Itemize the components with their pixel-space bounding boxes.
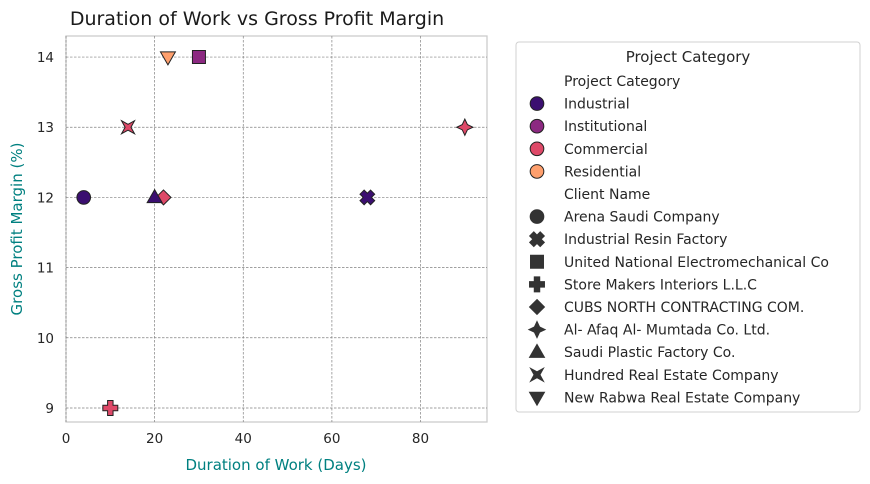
legend-marker bbox=[528, 298, 546, 316]
legend-label: Industrial Resin Factory bbox=[564, 232, 727, 248]
legend-section-header: Client Name bbox=[564, 187, 650, 203]
legend-label: United National Electromechanical Co bbox=[564, 255, 829, 271]
legend-marker bbox=[530, 254, 544, 269]
legend: Project Category Project Category Industr… bbox=[515, 41, 861, 413]
data-point bbox=[191, 50, 206, 65]
legend-box bbox=[515, 41, 861, 413]
y-tick-label: 10 bbox=[37, 331, 54, 347]
data-point bbox=[159, 51, 177, 66]
data-point bbox=[455, 117, 475, 137]
legend-marker bbox=[529, 276, 545, 293]
legend-marker bbox=[529, 96, 545, 111]
x-tick-label: 0 bbox=[62, 431, 71, 447]
y-tick-label: 14 bbox=[37, 50, 54, 66]
legend-marker bbox=[529, 118, 545, 134]
legend-label: Commercial bbox=[564, 142, 648, 158]
y-tick-label: 11 bbox=[37, 261, 54, 277]
legend-section-header: Project Category bbox=[564, 74, 680, 90]
data-point bbox=[76, 190, 92, 205]
data-points bbox=[76, 50, 475, 416]
legend-marker bbox=[528, 231, 546, 248]
legend-label: Saudi Plastic Factory Co. bbox=[564, 345, 735, 361]
legend-label: Residential bbox=[564, 164, 641, 180]
legend-label: Industrial bbox=[564, 97, 630, 113]
y-axis-label: Gross Profit Margin (%) bbox=[8, 143, 26, 316]
legend-marker bbox=[528, 391, 546, 407]
y-tick-label: 13 bbox=[37, 120, 54, 136]
x-tick-label: 80 bbox=[412, 431, 429, 447]
data-point bbox=[120, 119, 136, 136]
chart-title: Duration of Work vs Gross Profit Margin bbox=[70, 8, 444, 30]
legend-label: Hundred Real Estate Company bbox=[564, 368, 779, 384]
data-point bbox=[102, 399, 119, 416]
legend-marker bbox=[529, 164, 545, 179]
data-point bbox=[359, 189, 376, 206]
legend-marker bbox=[529, 209, 545, 224]
x-tick-label: 20 bbox=[146, 431, 163, 447]
legend-label: CUBS NORTH CONTRACTING COM. bbox=[564, 300, 804, 316]
legend-marker bbox=[529, 141, 545, 157]
y-tick-label: 12 bbox=[37, 190, 54, 206]
x-tick-label: 40 bbox=[235, 431, 252, 447]
y-tick-label: 9 bbox=[45, 401, 54, 417]
legend-label: New Rabwa Real Estate Company bbox=[564, 390, 800, 406]
legend-label: Institutional bbox=[564, 119, 647, 135]
legend-marker bbox=[529, 367, 545, 383]
legend-marker bbox=[528, 343, 546, 358]
x-axis-label: Duration of Work (Days) bbox=[185, 456, 366, 474]
legend-label: Store Makers Interiors L.L.C bbox=[564, 277, 757, 293]
legend-marker bbox=[527, 320, 547, 339]
grid-lines bbox=[65, 36, 487, 422]
plot-area bbox=[65, 35, 488, 423]
tick-labels: 0 20 40 60 80 9 10 11 12 13 14 bbox=[37, 50, 429, 447]
legend-label: Arena Saudi Company bbox=[564, 210, 720, 226]
legend-label: Al- Afaq Al- Mumtada Co. Ltd. bbox=[564, 323, 770, 339]
legend-title: Project Category bbox=[626, 48, 751, 66]
data-point bbox=[146, 188, 163, 204]
x-tick-label: 60 bbox=[323, 431, 340, 447]
